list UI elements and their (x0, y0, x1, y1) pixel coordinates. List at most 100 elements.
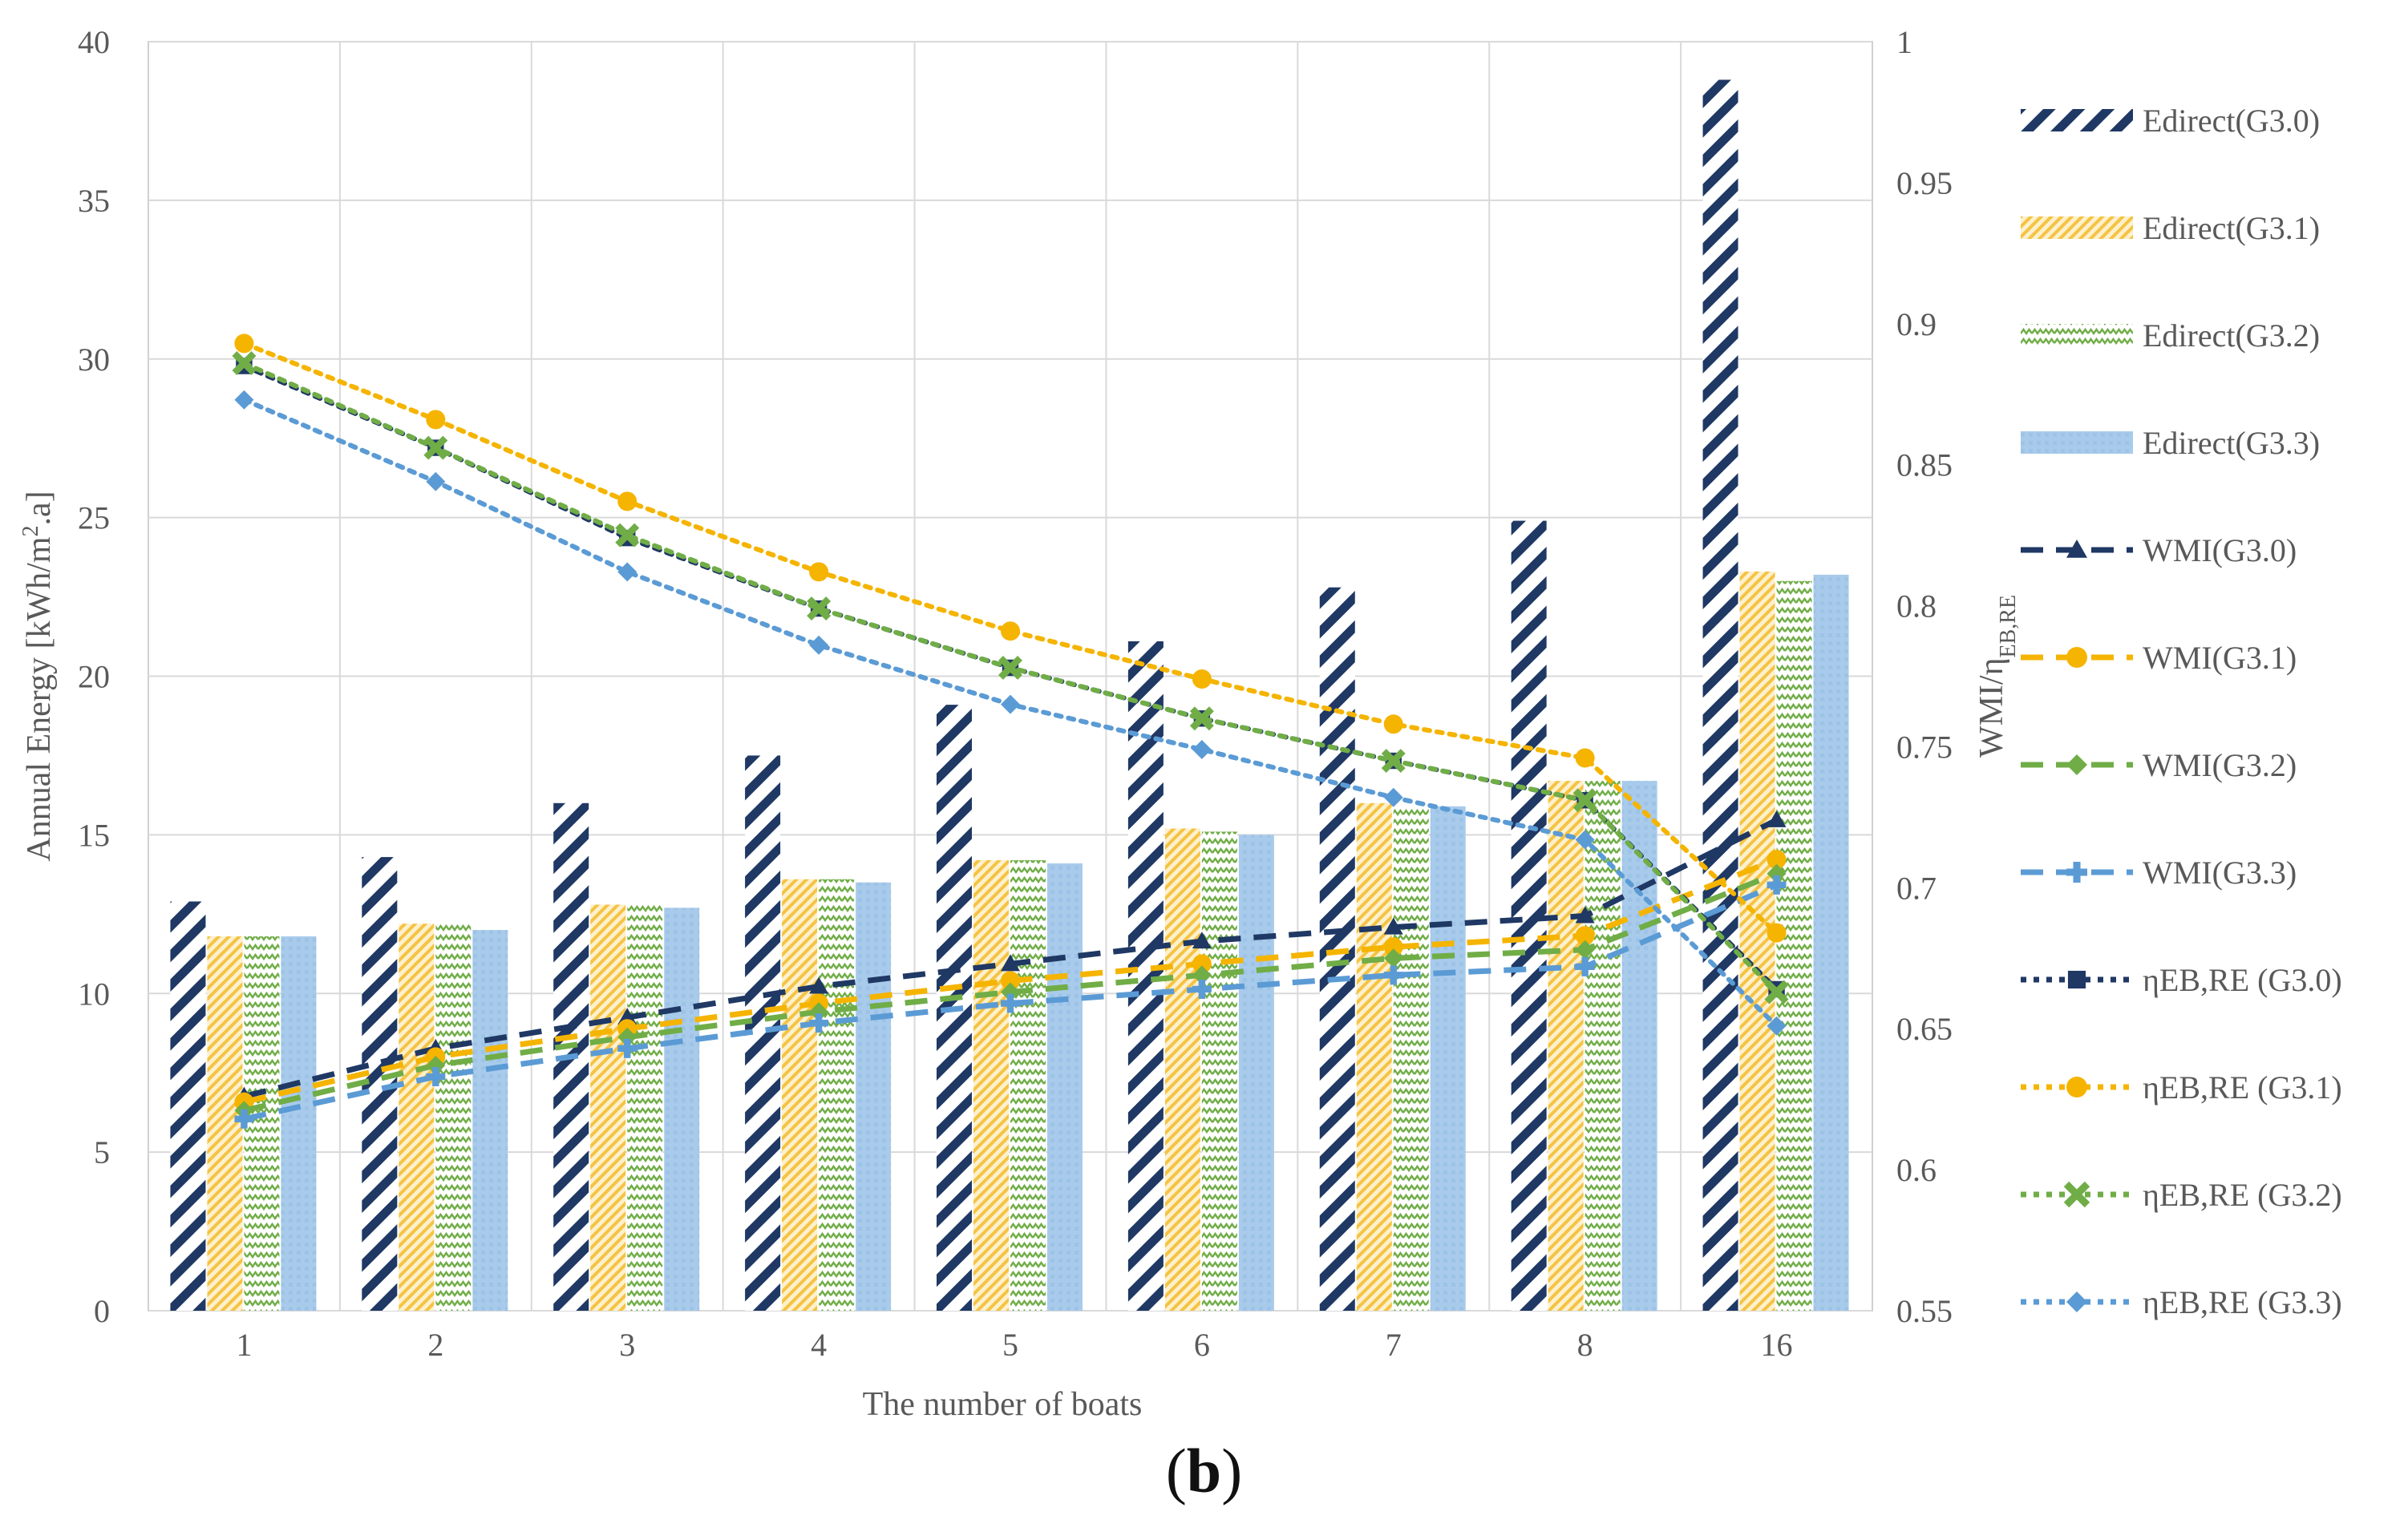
point-ηEB,RE (G3.3)-4 (809, 635, 829, 655)
point-ηEB,RE (G3.2)-8 (1572, 788, 1597, 813)
bar-Edirect(G3.2)-8 (1584, 781, 1621, 1311)
legend-item-Edirect(G3.3): Edirect(G3.3) (2021, 425, 2320, 461)
legend-marker (2066, 1291, 2087, 1312)
legend-swatch (2021, 431, 2133, 454)
legend-label: WMI(G3.1) (2143, 640, 2297, 676)
legend-item-WMI(G3.0): WMI(G3.0) (2021, 532, 2297, 568)
point-WMI(G3.0)-6 (1192, 932, 1212, 949)
legend-item-WMI(G3.3): WMI(G3.3) (2021, 855, 2297, 891)
point-WMI(G3.1)-8 (1575, 926, 1595, 946)
y-tick-label: 30 (78, 342, 110, 378)
legend-label: ηEB,RE (G3.3) (2143, 1284, 2342, 1320)
bar-Edirect(G3.3)-8 (1621, 781, 1657, 1311)
point-WMI(G3.3)-16 (1767, 875, 1787, 895)
legend-item-Edirect(G3.0): Edirect(G3.0) (2021, 103, 2320, 139)
x-tick-label: 2 (427, 1327, 443, 1363)
point-ηEB,RE (G3.1)-16 (1767, 923, 1787, 943)
x-tick-label: 1 (236, 1327, 252, 1363)
legend-label: Edirect(G3.0) (2143, 103, 2320, 139)
x-tick-label: 7 (1386, 1327, 1402, 1363)
bar-Edirect(G3.3)-6 (1238, 835, 1274, 1311)
legend-label: WMI(G3.0) (2143, 532, 2297, 568)
bar-Edirect(G3.2)-2 (435, 924, 471, 1311)
legend-item-WMI(G3.1): WMI(G3.1) (2021, 640, 2297, 676)
y-tick-label: 35 (78, 183, 110, 219)
legend-label: Edirect(G3.1) (2143, 210, 2320, 246)
point-ηEB,RE (G3.2)-6 (1189, 706, 1214, 731)
point-WMI(G3.3)-4 (809, 1013, 829, 1033)
legend-label: ηEB,RE (G3.1) (2143, 1069, 2342, 1105)
point-WMI(G3.2)-2 (426, 1055, 446, 1075)
point-WMI(G3.3)-1 (234, 1109, 254, 1129)
bar-Edirect(G3.3)-4 (856, 882, 892, 1311)
legend-item-ηEB,RE (G3.2): ηEB,RE (G3.2) (2021, 1177, 2342, 1213)
bar-Edirect(G3.1)-5 (973, 860, 1009, 1311)
legend-label: ηEB,RE (G3.0) (2143, 962, 2342, 998)
y2-tick-label: 0.55 (1896, 1293, 1953, 1329)
point-ηEB,RE (G3.2)-3 (615, 523, 640, 548)
y2-tick-label: 0.8 (1896, 588, 1937, 624)
point-WMI(G3.0)-4 (809, 976, 829, 994)
point-ηEB,RE (G3.3)-1 (234, 390, 254, 410)
line-WMI(G3.3) (243, 882, 1778, 1122)
point-WMI(G3.3)-3 (617, 1038, 637, 1058)
x-tick-label: 6 (1194, 1327, 1210, 1363)
bar-Edirect(G3.2)-5 (1010, 860, 1046, 1311)
bar-Edirect(G3.3)-2 (472, 930, 508, 1311)
bar-Edirect(G3.1)-8 (1548, 781, 1584, 1311)
legend-label: Edirect(G3.2) (2143, 317, 2320, 354)
y2-tick-label: 0.7 (1896, 870, 1937, 906)
point-ηEB,RE (G3.1)-5 (1001, 621, 1020, 641)
figure-label: (b) (0, 1435, 2408, 1507)
point-WMI(G3.2)-4 (809, 1002, 829, 1022)
point-WMI(G3.3)-8 (1575, 956, 1595, 976)
point-WMI(G3.3)-6 (1192, 979, 1212, 999)
x-tick-label: 5 (1002, 1327, 1018, 1363)
point-ηEB,RE (G3.3)-2 (426, 471, 446, 491)
y-tick-label: 0 (94, 1293, 110, 1329)
point-WMI(G3.1)-6 (1192, 954, 1212, 974)
point-WMI(G3.0)-8 (1575, 906, 1595, 924)
bar-Edirect(G3.3)-16 (1813, 574, 1849, 1311)
point-WMI(G3.2)-16 (1767, 863, 1787, 883)
bar-Edirect(G3.2)-4 (819, 879, 855, 1311)
point-WMI(G3.2)-8 (1575, 940, 1595, 960)
point-WMI(G3.1)-16 (1767, 850, 1787, 870)
point-WMI(G3.3)-2 (426, 1067, 446, 1087)
legend-swatch (2021, 216, 2133, 239)
point-WMI(G3.2)-5 (1001, 982, 1020, 1002)
x-tick-label: 4 (811, 1327, 827, 1363)
y2-tick-label: 0.95 (1896, 165, 1953, 201)
point-ηEB,RE (G3.2)-5 (998, 655, 1022, 680)
point-ηEB,RE (G3.1)-7 (1383, 714, 1403, 734)
point-WMI(G3.3)-5 (1001, 993, 1020, 1013)
point-WMI(G3.2)-3 (617, 1027, 637, 1047)
y2-tick-label: 0.6 (1896, 1152, 1937, 1188)
legend-marker (2067, 970, 2086, 989)
bar-Edirect(G3.0)-6 (1127, 641, 1164, 1311)
point-ηEB,RE (G3.2)-16 (1764, 980, 1789, 1004)
legend-label: Edirect(G3.3) (2143, 425, 2320, 461)
point-WMI(G3.3)-7 (1383, 965, 1403, 985)
bar-Edirect(G3.2)-3 (627, 904, 663, 1311)
bar-Edirect(G3.2)-7 (1393, 806, 1429, 1311)
bar-Edirect(G3.0)-1 (170, 901, 206, 1311)
figure-label-letter: b (1186, 1436, 1222, 1506)
y-tick-label: 20 (78, 659, 110, 695)
legend-item-ηEB,RE (G3.0): ηEB,RE (G3.0) (2021, 962, 2342, 998)
bar-Edirect(G3.1)-16 (1739, 571, 1775, 1311)
point-ηEB,RE (G3.2)-2 (423, 435, 448, 460)
y2-tick-label: 0.9 (1896, 306, 1937, 342)
legend-marker (2063, 1181, 2090, 1208)
point-ηEB,RE (G3.3)-16 (1767, 1016, 1787, 1036)
y-tick-label: 25 (78, 500, 110, 536)
bar-Edirect(G3.1)-4 (782, 879, 818, 1311)
point-ηEB,RE (G3.2)-4 (807, 596, 832, 621)
bar-Edirect(G3.1)-2 (399, 924, 435, 1311)
figure-label-close: ) (1221, 1436, 1243, 1506)
bar-Edirect(G3.0)-16 (1702, 79, 1738, 1312)
y2-tick-label: 1 (1896, 24, 1912, 60)
y-tick-label: 40 (78, 24, 110, 60)
legend-label: WMI(G3.2) (2143, 747, 2297, 783)
